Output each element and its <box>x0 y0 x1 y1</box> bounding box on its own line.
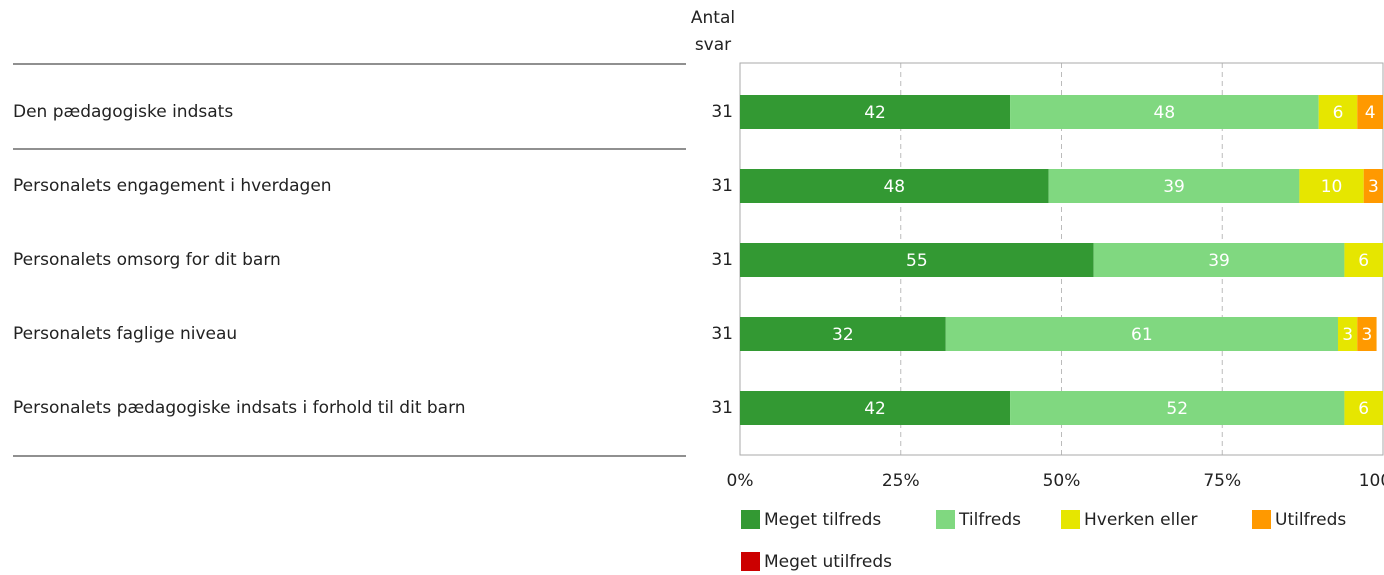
bar-segment <box>1318 95 1358 129</box>
legend-label: Meget utilfreds <box>764 552 892 572</box>
value-label: 6 <box>1333 103 1344 123</box>
x-tick-label: 50% <box>1043 471 1081 491</box>
category-label: Den pædagogiske indsats <box>13 102 233 122</box>
legend-label: Meget tilfreds <box>764 510 881 530</box>
legend-swatch <box>936 510 955 529</box>
value-label: 48 <box>1154 103 1176 123</box>
legend-label: Utilfreds <box>1275 510 1346 530</box>
bar-segment <box>945 317 1338 351</box>
bar-segment <box>1344 391 1383 425</box>
value-label: 42 <box>864 399 886 419</box>
value-label: 42 <box>864 103 886 123</box>
count-label: 31 <box>711 324 733 344</box>
value-label: 55 <box>906 251 928 271</box>
x-tick-label: 75% <box>1203 471 1241 491</box>
value-label: 6 <box>1358 251 1369 271</box>
value-label: 3 <box>1362 325 1373 345</box>
category-label: Personalets engagement i hverdagen <box>13 176 332 196</box>
value-label: 32 <box>832 325 854 345</box>
count-label: 31 <box>711 176 733 196</box>
count-label: 31 <box>711 102 733 122</box>
count-label: 31 <box>711 250 733 270</box>
bar-segment <box>1363 169 1383 203</box>
bar-segment <box>740 243 1094 277</box>
value-label: 4 <box>1365 103 1376 123</box>
value-label: 61 <box>1131 325 1153 345</box>
bar-segment <box>1010 391 1345 425</box>
legend-swatch <box>1061 510 1080 529</box>
category-label: Personalets omsorg for dit barn <box>13 250 281 270</box>
bar-segment <box>740 391 1011 425</box>
bar-segment <box>1299 169 1364 203</box>
bar-segment <box>740 169 1049 203</box>
category-label: Personalets faglige niveau <box>13 324 237 344</box>
value-label: 39 <box>1163 177 1185 197</box>
bar-segment <box>1344 243 1383 277</box>
category-label: Personalets pædagogiske indsats i forhol… <box>13 398 466 418</box>
count-header: Antal svar <box>690 8 736 55</box>
legend-swatch <box>741 552 760 571</box>
value-label: 10 <box>1321 177 1343 197</box>
legend-label: Hverken eller <box>1084 510 1198 530</box>
bar-segment <box>1048 169 1300 203</box>
legend-label: Tilfreds <box>958 510 1021 530</box>
bar-segment <box>1357 95 1383 129</box>
value-label: 52 <box>1166 399 1188 419</box>
x-tick-label: 25% <box>882 471 920 491</box>
x-tick-label: 0% <box>727 471 754 491</box>
value-label: 3 <box>1368 177 1379 197</box>
bar-segment <box>1337 317 1358 351</box>
count-label: 31 <box>711 398 733 418</box>
bar-segment <box>740 317 946 351</box>
bar-segment <box>1010 95 1319 129</box>
bar-segment <box>740 95 1011 129</box>
value-label: 6 <box>1358 399 1369 419</box>
x-tick-label: 100% <box>1359 471 1384 491</box>
legend-swatch <box>741 510 760 529</box>
value-label: 48 <box>883 177 905 197</box>
value-label: 39 <box>1208 251 1230 271</box>
bar-segment <box>1093 243 1345 277</box>
bar-segment <box>1357 317 1377 351</box>
legend-swatch <box>1252 510 1271 529</box>
value-label: 3 <box>1342 325 1353 345</box>
